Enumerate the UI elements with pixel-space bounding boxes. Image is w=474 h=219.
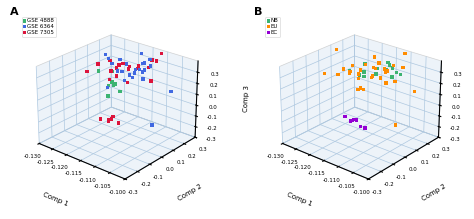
X-axis label: Comp 1: Comp 1 [286,191,313,207]
Y-axis label: Comp 2: Comp 2 [177,184,203,202]
Text: B: B [254,7,262,17]
X-axis label: Comp 1: Comp 1 [43,191,70,207]
Text: A: A [10,7,19,17]
Legend: GSE 4888, GSE 6364, GSE 7305: GSE 4888, GSE 6364, GSE 7305 [22,17,56,37]
Legend: NB, EU, EC: NB, EU, EC [265,17,280,37]
Y-axis label: Comp 2: Comp 2 [421,184,447,202]
